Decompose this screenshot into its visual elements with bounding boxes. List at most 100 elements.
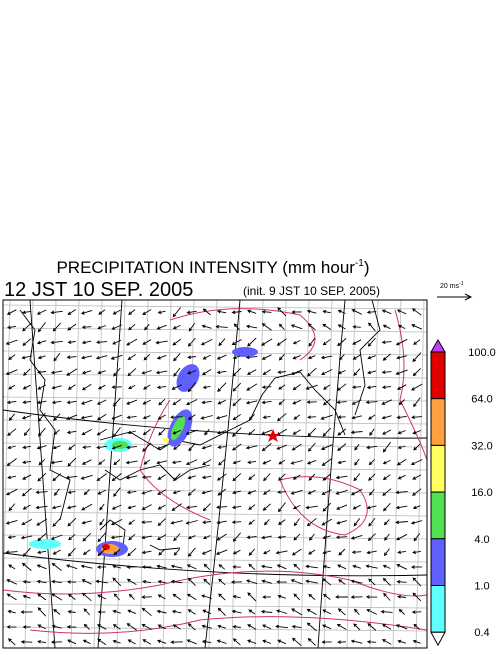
wind-arrow: [293, 518, 300, 527]
wind-arrow: [217, 430, 227, 435]
wind-arrow: [141, 550, 152, 555]
wind-arrow: [141, 607, 152, 617]
wind-arrow: [351, 385, 362, 389]
wind-arrow: [321, 518, 333, 526]
wind-arrow: [6, 309, 17, 315]
wind-arrow: [322, 578, 332, 586]
wind-arrow: [248, 474, 256, 480]
wind-arrow: [321, 489, 332, 495]
wind-arrow: [51, 562, 62, 571]
wind-arrow: [111, 385, 122, 389]
wind-arrow: [290, 489, 303, 495]
wind-arrow: [112, 309, 121, 315]
wind-arrow: [262, 624, 272, 630]
wind-arrow: [127, 354, 136, 361]
wind-arrow: [216, 354, 227, 360]
grid-line: [3, 626, 427, 632]
wind-arrow: [292, 399, 302, 405]
wind-arrow: [248, 519, 256, 525]
wind-arrow: [322, 473, 332, 481]
wind-arrow: [322, 550, 331, 555]
wind-arrow: [413, 533, 421, 542]
wind-arrow: [112, 339, 122, 345]
wind-arrow: [142, 442, 152, 452]
wind-arrow: [5, 519, 18, 525]
wind-arrow: [337, 369, 346, 375]
wind-arrow: [262, 369, 271, 376]
wind-arrow: [172, 429, 181, 435]
wind-arrow: [142, 639, 152, 645]
colorbar: 100.0 64.0 32.0 16.0 4.0 1.0 0.4: [430, 339, 496, 647]
wind-arrow: [368, 517, 376, 527]
wind-arrow: [187, 577, 196, 587]
init-time: (init. 9 JST 10 SEP. 2005): [243, 284, 380, 298]
grid-line: [139, 300, 149, 648]
wind-arrow: [366, 445, 378, 450]
wind-arrow: [293, 593, 301, 601]
grid-line: [93, 300, 103, 648]
wind-arrow: [308, 473, 316, 481]
wind-arrow: [157, 414, 166, 420]
wind-arrow: [395, 624, 408, 630]
wind-arrow: [263, 550, 271, 555]
colorbar-box: [430, 585, 446, 633]
wind-arrow: [82, 639, 91, 645]
colorbar-box: [430, 398, 446, 446]
wind-arrow: [110, 354, 123, 360]
wind-arrow: [96, 445, 107, 450]
wind-arrow: [410, 459, 423, 466]
map: [3, 300, 427, 648]
wind-arrow: [354, 458, 360, 466]
wind-arrow: [80, 309, 93, 315]
wind-arrow: [21, 519, 33, 526]
wind-arrow: [142, 399, 151, 405]
wind-arrow: [143, 353, 151, 361]
wind-arrow: [97, 610, 106, 614]
wind-arrow: [172, 399, 182, 406]
wind-arrow: [173, 533, 181, 542]
wind-arrow: [382, 564, 391, 569]
wind-arrow: [368, 488, 375, 496]
wind-arrow: [411, 415, 422, 420]
wind-arrow: [96, 340, 108, 345]
wind-arrow: [200, 415, 213, 420]
grid-line: [254, 300, 264, 648]
wind-arrow: [322, 502, 332, 512]
wind-arrow: [143, 459, 151, 465]
wind-arrow: [216, 520, 227, 525]
wind-arrow: [126, 490, 137, 495]
wind-arrow: [383, 548, 390, 557]
grid-line: [3, 534, 427, 540]
wind-arrow: [99, 503, 105, 511]
wind-arrow: [113, 487, 121, 497]
wind-arrow: [366, 608, 378, 615]
wind-arrow: [412, 577, 422, 587]
wind-arrow: [188, 547, 196, 557]
wind-arrow: [96, 428, 107, 436]
wind-arrow: [52, 549, 61, 555]
wind-arrow: [247, 460, 256, 465]
wind-arrow: [97, 594, 107, 600]
wind-arrow: [98, 309, 106, 315]
wind-arrow: [216, 473, 227, 481]
wind-arrow: [398, 608, 405, 615]
wind-arrow: [81, 520, 92, 525]
wind-arrow: [81, 383, 92, 391]
wind-arrow: [83, 608, 91, 616]
wind-arrow: [156, 564, 167, 569]
wind-arrow: [382, 441, 391, 453]
wind-arrow: [277, 502, 286, 513]
wind-arrow: [67, 517, 77, 527]
wind-arrow: [111, 444, 122, 450]
wind-arrow: [305, 505, 318, 510]
wind-arrow: [7, 475, 16, 480]
wind-arrow: [396, 355, 408, 360]
wind-arrow: [275, 550, 288, 555]
wind-arrow: [276, 564, 287, 570]
wind-arrow: [275, 624, 288, 629]
wind-arrow: [335, 475, 348, 480]
wind-arrow: [35, 505, 48, 510]
wind-arrow: [22, 460, 32, 465]
wind-arrow: [202, 520, 212, 525]
wind-arrow: [67, 593, 76, 600]
